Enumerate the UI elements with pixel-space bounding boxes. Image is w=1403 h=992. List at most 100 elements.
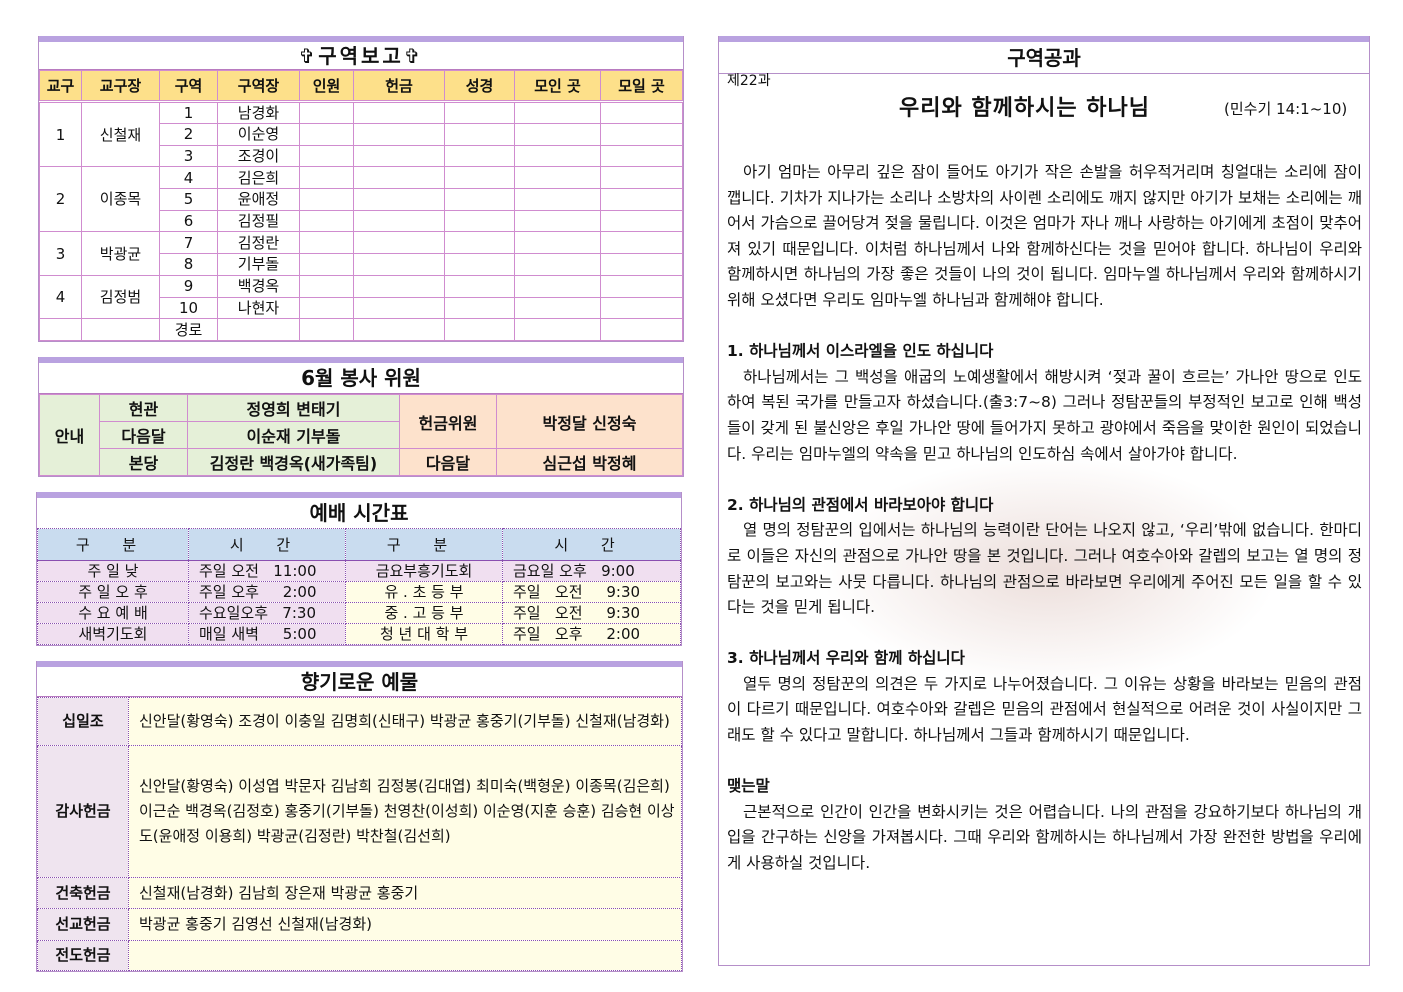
volunteer-names: 김정란 백경옥(새가족팀)	[187, 448, 400, 476]
offering-names: 신안달(황영숙) 이성엽 박문자 김남희 김정봉(김대엽) 최미숙(백형운) 이…	[128, 745, 682, 878]
offering-names: 박광균 홍중기 김영선 신철재(남경화)	[128, 908, 682, 941]
service-name: 금요부흥기도회	[345, 560, 503, 582]
attendance-cell[interactable]	[299, 253, 354, 276]
schedule-row: 주 일 오 후 주일 오후 2:00 유 . 초 등 부 주일 오전 9:30	[37, 581, 681, 603]
offering-cell[interactable]	[353, 123, 445, 146]
section-text: 근본적으로 인간이 인간을 변화시키는 것은 어렵습니다. 나의 관점을 강요하…	[727, 802, 1362, 873]
next-place-cell[interactable]	[600, 231, 683, 255]
service-time: 수요일오후 7:30	[188, 602, 346, 624]
attendance-cell[interactable]	[299, 144, 354, 168]
met-place-cell[interactable]	[514, 166, 601, 190]
bible-cell[interactable]	[444, 209, 515, 233]
next-place-cell[interactable]	[600, 274, 683, 298]
attendance-cell[interactable]	[299, 166, 354, 190]
next-place-cell[interactable]	[600, 188, 683, 211]
offering-cell[interactable]	[353, 166, 445, 190]
attendance-cell[interactable]	[299, 123, 354, 146]
offering-cell[interactable]	[353, 274, 445, 298]
next-place-cell[interactable]	[600, 209, 683, 233]
service-name: 유 . 초 등 부	[345, 581, 503, 603]
parish-number: 2	[39, 166, 82, 233]
next-place-cell[interactable]	[600, 318, 683, 341]
offering-cell[interactable]	[353, 253, 445, 276]
parish-number	[39, 318, 82, 341]
next-place-cell[interactable]	[600, 296, 683, 320]
table-row: 2 이종목 4 김은희	[39, 166, 683, 233]
bible-cell[interactable]	[444, 296, 515, 320]
section-heading: 3. 하나님께서 우리와 함께 하십니다	[727, 649, 965, 668]
offering-cell[interactable]	[353, 188, 445, 211]
intro-paragraph: 아기 엄마는 아무리 깊은 잠이 들어도 아기가 작은 손발을 허우적거리며 칭…	[727, 163, 1362, 309]
offering-cell[interactable]	[353, 209, 445, 233]
met-place-cell[interactable]	[514, 296, 601, 320]
attendance-cell[interactable]	[299, 209, 354, 233]
attendance-cell[interactable]	[299, 231, 354, 255]
volunteer-role: 본당	[99, 448, 188, 476]
volunteers-table: 안내 현관 정영희 변태기 헌금위원 박정달 신정숙 다음달 이순재 기부돌 본…	[39, 394, 683, 476]
offering-cell[interactable]	[353, 231, 445, 255]
bible-cell[interactable]	[444, 188, 515, 211]
group-leader: 조경이	[217, 144, 300, 168]
bible-cell[interactable]	[444, 123, 515, 146]
service-name: 청 년 대 학 부	[345, 623, 503, 645]
met-place-cell[interactable]	[514, 318, 601, 341]
bible-cell[interactable]	[444, 166, 515, 190]
offering-cell[interactable]	[353, 101, 445, 124]
offering-names: 신안달(황영숙) 조경이 이충일 김명희(신태구) 박광균 홍중기(기부돌) 신…	[128, 697, 682, 746]
bible-cell[interactable]	[444, 274, 515, 298]
group-leader: 기부돌	[217, 253, 300, 276]
service-time: 금요일 오후 9:00	[502, 560, 681, 582]
group-number: 10	[159, 296, 218, 320]
offering-cell[interactable]	[353, 296, 445, 320]
met-place-cell[interactable]	[514, 144, 601, 168]
district-report-panel: ✞구역보고✞ 교구 교구장 구역 구역장 인원 헌금 성경 모인 곳 모일 곳 1 신철재 1 남경화 2…	[38, 36, 684, 342]
offerings-table: 십일조 신안달(황영숙) 조경이 이충일 김명희(신태구) 박광균 홍중기(기부돌…	[37, 697, 682, 971]
bible-cell[interactable]	[444, 231, 515, 255]
group-leader	[217, 318, 300, 341]
volunteer-role: 다음달	[99, 421, 188, 449]
column-header: 교구장	[81, 70, 160, 103]
next-place-cell[interactable]	[600, 144, 683, 168]
title-bar	[39, 357, 683, 363]
met-place-cell[interactable]	[514, 209, 601, 233]
table-row: 3 박광균 7 김정란	[39, 231, 683, 276]
attendance-cell[interactable]	[299, 318, 354, 341]
table-row: 1 신철재 1 남경화	[39, 100, 683, 168]
met-place-cell[interactable]	[514, 231, 601, 255]
group-leader: 김정필	[217, 209, 300, 233]
met-place-cell[interactable]	[514, 274, 601, 298]
volunteers-title: 6월 봉사 위원	[39, 363, 683, 394]
schedule-row: 주 일 낮 주일 오전 11:00 금요부흥기도회 금요일 오후 9:00	[37, 560, 681, 582]
next-place-cell[interactable]	[600, 253, 683, 276]
service-time: 주일 오전 9:30	[502, 581, 681, 603]
district-report-table: 교구 교구장 구역 구역장 인원 헌금 성경 모인 곳 모일 곳 1 신철재 1 남경화 2 이순영 3 조경이…	[39, 70, 683, 341]
service-time: 주일 오후 2:00	[502, 623, 681, 645]
scripture-reference: (민수기 14:1~10)	[1224, 100, 1348, 118]
service-time: 주일 오후 2:00	[188, 581, 346, 603]
title-bar	[719, 36, 1369, 42]
attendance-cell[interactable]	[299, 101, 354, 124]
attendance-cell[interactable]	[299, 188, 354, 211]
met-place-cell[interactable]	[514, 188, 601, 211]
bible-cell[interactable]	[444, 144, 515, 168]
section-text: 열 명의 정탐꾼의 입에서는 하나님의 능력이란 단어는 나오지 않고, ‘우리…	[727, 521, 1362, 617]
next-place-cell[interactable]	[600, 166, 683, 190]
bible-cell[interactable]	[444, 318, 515, 341]
title-bar	[37, 492, 681, 498]
section-heading: 1. 하나님께서 이스라엘을 인도 하십니다	[727, 342, 994, 361]
attendance-cell[interactable]	[299, 296, 354, 320]
next-place-cell[interactable]	[600, 101, 683, 124]
bible-cell[interactable]	[444, 101, 515, 124]
parish-number: 1	[39, 100, 82, 168]
next-place-cell[interactable]	[600, 123, 683, 146]
offering-cell[interactable]	[353, 144, 445, 168]
column-header: 교구	[39, 70, 82, 103]
next-month-names: 심근섭 박정혜	[496, 448, 683, 476]
parish-leader: 신철재	[81, 100, 160, 168]
met-place-cell[interactable]	[514, 253, 601, 276]
offering-cell[interactable]	[353, 318, 445, 341]
met-place-cell[interactable]	[514, 101, 601, 124]
met-place-cell[interactable]	[514, 123, 601, 146]
attendance-cell[interactable]	[299, 274, 354, 298]
bible-cell[interactable]	[444, 253, 515, 276]
